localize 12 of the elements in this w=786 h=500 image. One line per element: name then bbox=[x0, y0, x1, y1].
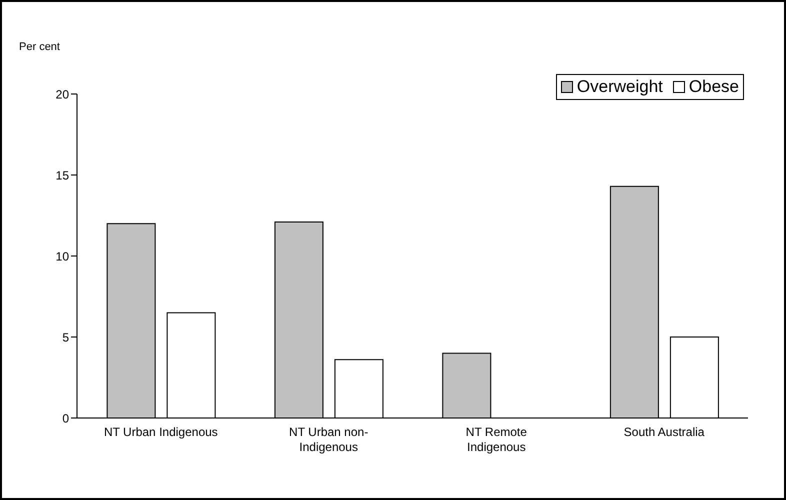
legend-label: Obese bbox=[688, 77, 739, 97]
x-tick-label: NT Urban non-Indigenous bbox=[289, 425, 368, 454]
y-tick-label: 5 bbox=[62, 330, 70, 344]
x-tick-label: NT Remote Indigenous bbox=[466, 425, 528, 454]
y-axis-title: Per cent bbox=[19, 41, 60, 53]
legend-label: Overweight bbox=[576, 77, 663, 97]
x-tick-label: South Australia bbox=[624, 425, 705, 439]
y-tick-label: 15 bbox=[56, 168, 70, 182]
y-tick-label: 20 bbox=[56, 87, 70, 102]
y-tick-label: 10 bbox=[56, 249, 70, 264]
y-tick-label: 0 bbox=[62, 411, 70, 426]
x-tick-label: NT Urban Indigenous bbox=[104, 425, 218, 439]
